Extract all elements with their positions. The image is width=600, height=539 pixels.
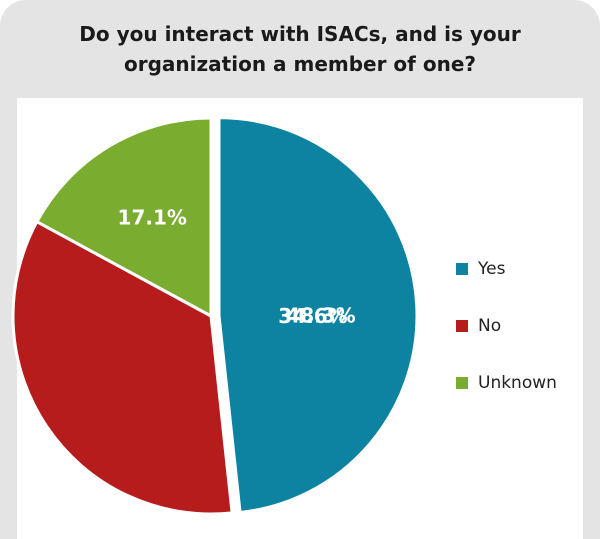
- legend-swatch-unknown: [456, 377, 468, 389]
- pie-slice-no: [11, 220, 234, 516]
- pie-slice-unknown: [35, 116, 213, 318]
- legend-label-yes: Yes: [477, 259, 506, 279]
- legend-swatch-yes: [456, 263, 468, 275]
- chart-title: Do you interact with ISACs, and is your …: [79, 22, 521, 76]
- chart-header: Do you interact with ISACs, and is your …: [0, 0, 600, 98]
- slice-label-yes: 48.3%: [286, 304, 355, 328]
- legend-swatch-no: [456, 320, 468, 332]
- slice-label-unknown: 17.1%: [118, 205, 187, 229]
- slice-label-no: 34.6%: [278, 304, 347, 328]
- legend-label-unknown: Unknown: [478, 373, 557, 393]
- legend-label-no: No: [478, 316, 501, 336]
- pie-slice-yes: [217, 116, 419, 514]
